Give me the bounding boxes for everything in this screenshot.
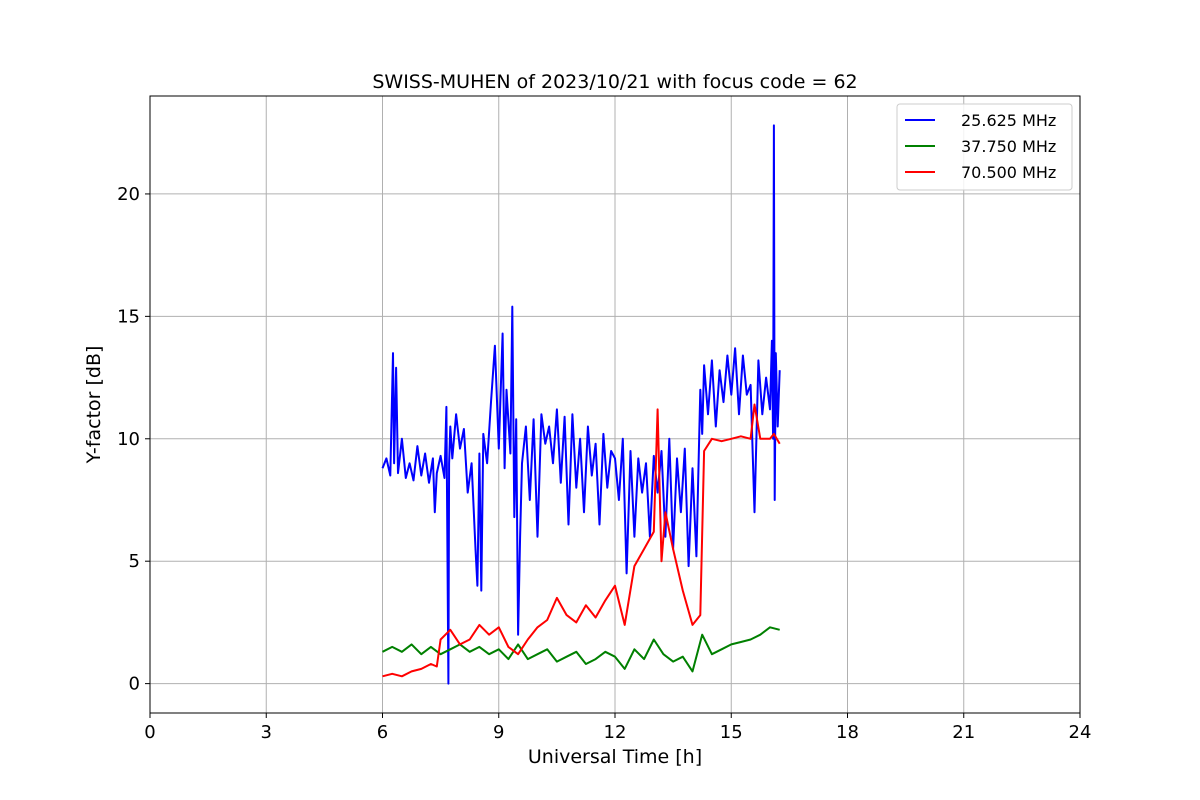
x-tick-label: 9	[493, 722, 504, 743]
x-axis-label: Universal Time [h]	[528, 746, 702, 768]
series-line-25-625-mhz	[381, 124, 781, 685]
y-axis-label: Y-factor [dB]	[83, 346, 105, 465]
series-line-70-500-mhz	[382, 403, 781, 678]
x-tick-label: 21	[952, 722, 975, 743]
series-line-37-750-mhz	[382, 626, 780, 673]
legend-box	[896, 103, 1073, 191]
y-tick-label: 15	[117, 306, 140, 327]
chart-title: SWISS-MUHEN of 2023/10/21 with focus cod…	[372, 71, 857, 93]
x-tick-label: 12	[604, 722, 627, 743]
legend-label: 25.625 MHz	[961, 111, 1056, 130]
x-tick-label: 0	[144, 722, 155, 743]
ticks: 0 3 6 9 12 15 18 21 24 0 5 10 15 20	[117, 184, 1091, 743]
y-tick-label: 5	[129, 551, 140, 572]
y-tick-label: 20	[117, 184, 140, 205]
x-tick-label: 24	[1069, 722, 1092, 743]
legend-label: 37.750 MHz	[961, 137, 1056, 156]
legend: 25.625 MHz 37.750 MHz 70.500 MHz	[896, 103, 1073, 191]
x-tick-label: 15	[720, 722, 743, 743]
x-tick-label: 6	[377, 722, 388, 743]
x-tick-label: 3	[261, 722, 272, 743]
y-tick-label: 0	[129, 674, 140, 695]
legend-label: 70.500 MHz	[961, 163, 1056, 182]
plot-series	[381, 124, 781, 685]
x-tick-label: 18	[836, 722, 859, 743]
y-tick-label: 10	[117, 429, 140, 450]
